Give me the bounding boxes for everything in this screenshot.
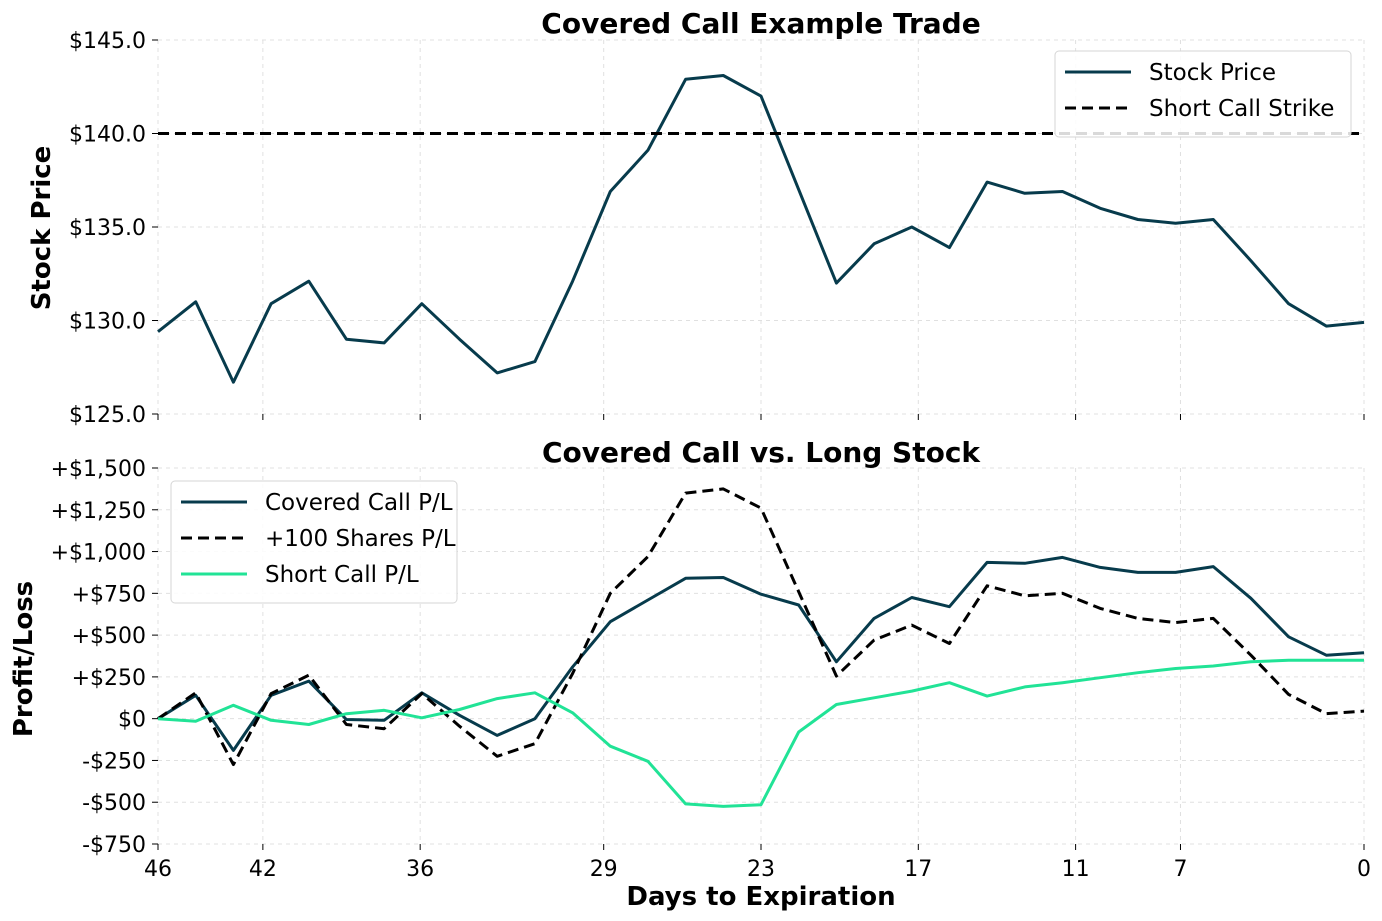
100-shares-p-l-line [157,487,1365,767]
legend-label: Stock Price [1149,60,1276,86]
top-legend: Stock Price Short Call Strike [1054,50,1352,138]
legend-label: Short Call Strike [1149,96,1334,122]
legend-label: Covered Call P/L [265,490,453,516]
profit-loss-panel: -$750 -$500 -$250 $0 +$250 +$500 +$750 +$1,000 +… [9,436,1371,912]
x-tick-label: 46 [144,857,172,882]
bottom-series [157,487,1365,808]
covered-call-p-l-line [157,555,1365,752]
x-tick-label: 36 [406,857,434,882]
legend-label: +100 Shares P/L [265,526,456,552]
stock-price-line [157,74,1365,384]
bottom-chart-title: Covered Call vs. Long Stock [542,436,981,469]
y-tick-label: $130.0 [69,310,146,335]
bottom-y-ticks: -$750 -$500 -$250 $0 +$250 +$500 +$750 +$1,000 +… [51,457,158,858]
bottom-x-ticks: 46 42 36 29 23 17 11 7 0 [144,844,1371,882]
x-tick-label: 11 [1062,857,1090,882]
y-tick-label: +$1,000 [51,541,146,566]
short-call-p-l-line [157,658,1364,808]
stock-price-panel: $125.0 $130.0 $135.0 $140.0 $145.0 Covered C… [27,7,1365,428]
legend-label: Short Call P/L [265,562,419,588]
top-x-ticks [157,414,1365,420]
x-tick-label: 17 [904,857,932,882]
y-tick-label: -$500 [82,791,146,816]
x-tick-label: 0 [1357,857,1371,882]
y-tick-label: +$1,250 [51,499,146,524]
y-tick-label: $145.0 [69,29,146,54]
bottom-y-axis-label: Profit/Loss [9,581,39,737]
x-tick-label: 23 [747,857,775,882]
y-tick-label: $135.0 [69,216,146,241]
y-tick-label: $140.0 [69,123,146,148]
y-tick-label: +$250 [72,666,146,691]
x-tick-label: 29 [590,857,618,882]
top-y-axis-label: Stock Price [27,146,57,311]
y-tick-label: $0 [118,708,146,733]
top-chart-title: Covered Call Example Trade [541,7,980,40]
y-tick-label: +$1,500 [51,457,146,482]
top-y-ticks: $125.0 $130.0 $135.0 $140.0 $145.0 [69,29,158,428]
x-tick-label: 42 [249,857,277,882]
x-axis-label: Days to Expiration [626,882,895,912]
bottom-legend: Covered Call P/L +100 Shares P/L Short Cal… [170,480,458,604]
x-tick-label: 7 [1173,857,1187,882]
y-tick-label: -$750 [82,833,146,858]
y-tick-label: +$500 [72,624,146,649]
y-tick-label: +$750 [72,582,146,607]
y-tick-label: $125.0 [69,403,146,428]
y-tick-label: -$250 [82,749,146,774]
